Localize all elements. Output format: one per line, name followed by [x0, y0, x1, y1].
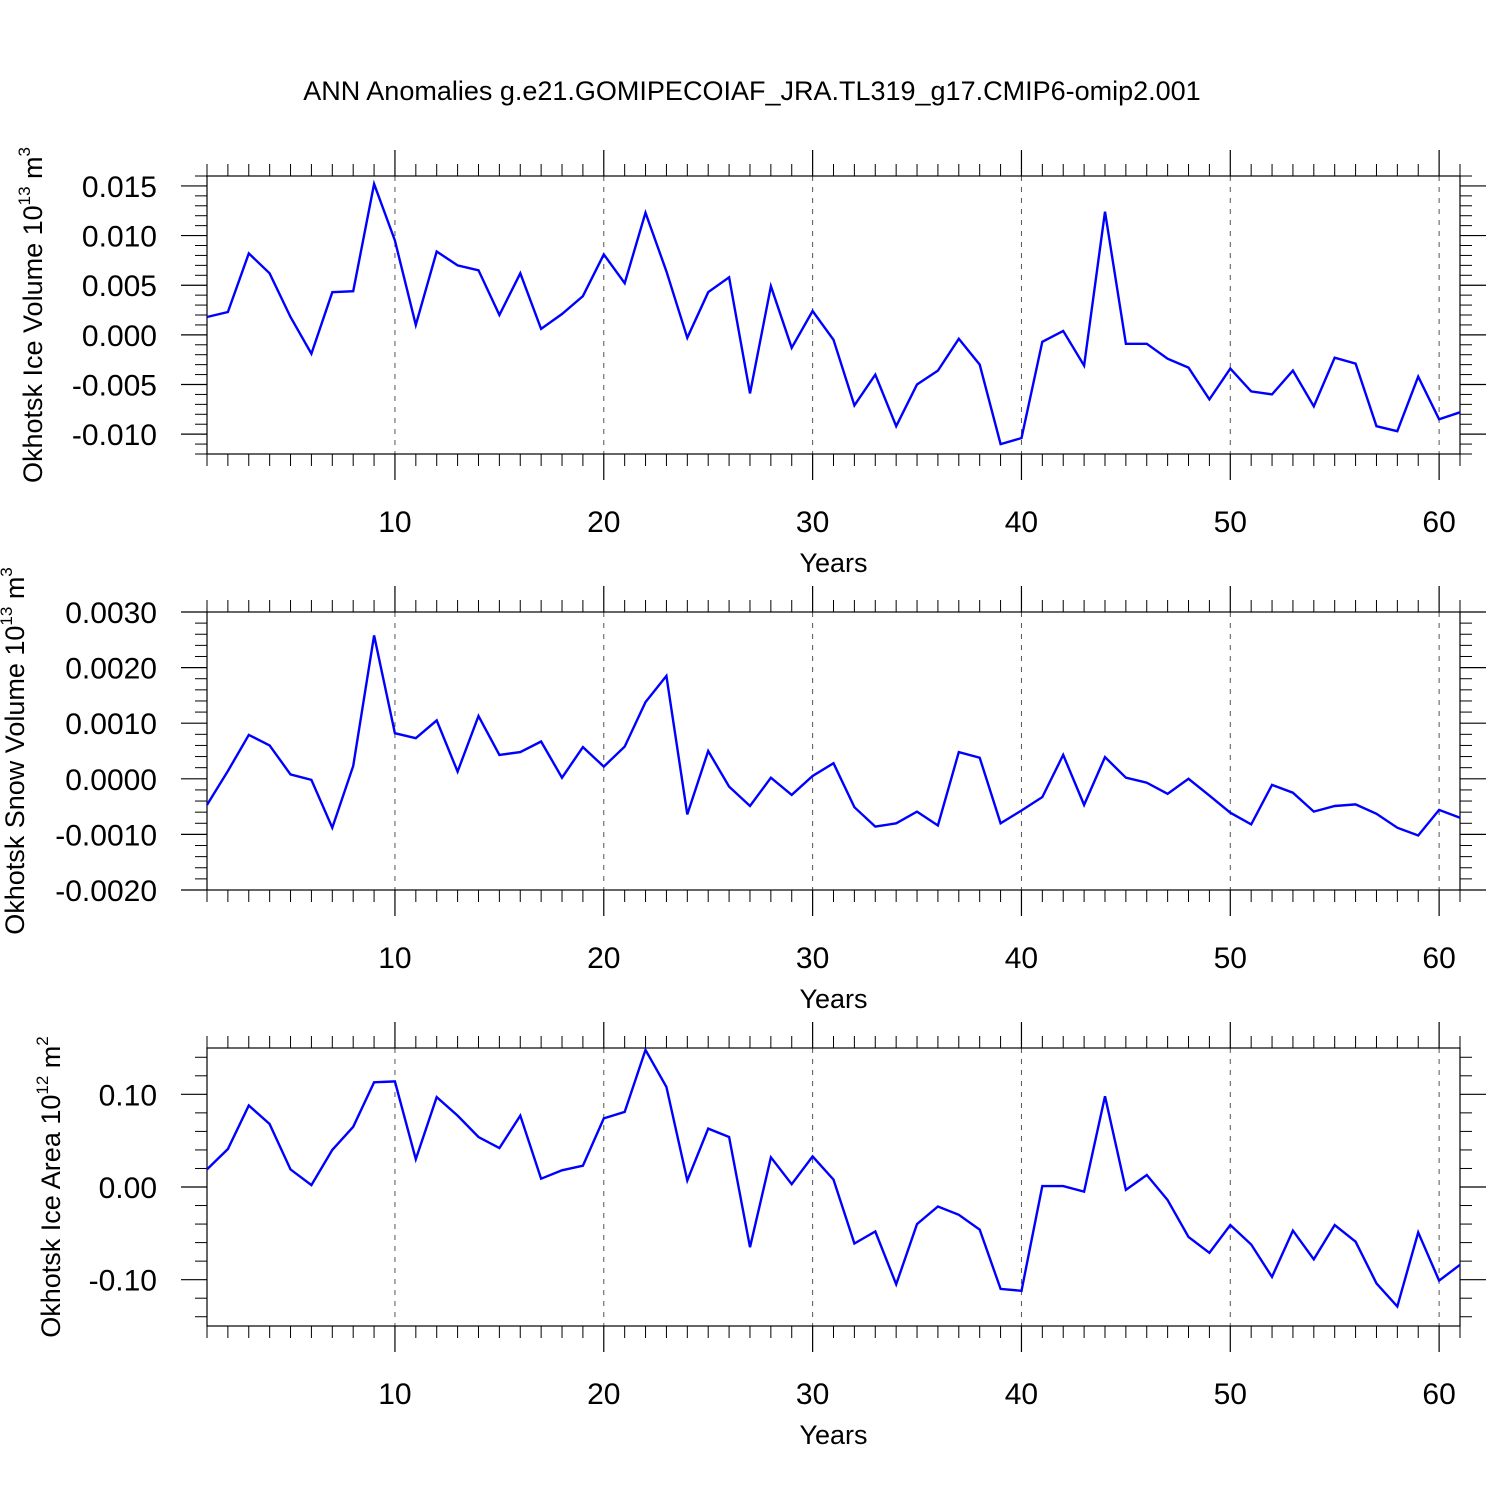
ice-area-y-axis-label-base: Okhotsk Ice Area 10 [36, 1095, 66, 1338]
snow-volume-x-tick-label: 60 [1422, 942, 1455, 975]
snow-volume-y-tick-label: 0.0020 [65, 653, 157, 686]
ice-area-x-axis-label: Years [799, 1420, 867, 1450]
ice-volume-x-tick-label: 60 [1422, 506, 1455, 539]
ice-area-series-line [206, 1046, 1461, 1309]
snow-volume-x-tick-label: 10 [378, 942, 411, 975]
ice-volume-y-axis-label-unit-exponent: 3 [15, 147, 34, 156]
snow-volume-y-axis-label: Okhotsk Snow Volume 1013 m3 [0, 567, 30, 935]
ice-area-y-tick-label: -0.10 [89, 1265, 157, 1298]
snow-volume-y-axis-label-base: Okhotsk Snow Volume 10 [0, 626, 30, 935]
ice-volume-y-axis-label: Okhotsk Ice Volume 1013 m3 [15, 147, 48, 483]
ice-area-plot-frame [206, 1047, 1461, 1327]
ice-volume-plot-frame [206, 175, 1461, 455]
ice-area-y-tick-label: 0.10 [99, 1079, 157, 1112]
snow-volume-x-tick-label: 30 [796, 942, 829, 975]
ice-volume-y-tick-label: 0.005 [82, 270, 157, 303]
snow-volume-series-line [205, 635, 1461, 837]
ice-area-x-tick-label: 60 [1422, 1378, 1455, 1411]
snow-volume-x-tick-label: 40 [1005, 942, 1038, 975]
snow-volume-y-tick-label: 0.0000 [65, 764, 157, 797]
ice-area-y-axis-label-unit-exponent: 2 [33, 1036, 52, 1045]
ice-volume-x-tick-label: 50 [1214, 506, 1247, 539]
ice-area-y-axis-label-unit: m [36, 1046, 66, 1076]
snow-volume-x-tick-label: 50 [1214, 942, 1247, 975]
snow-volume-y-tick-label: 0.0030 [65, 597, 157, 630]
ice-volume-panel: 10 20 30 40 50 60 0.015 0.010 0.005 0.000 -0.005 -0… [15, 147, 1486, 578]
ice-volume-x-axis-label: Years [799, 548, 867, 578]
ice-area-x-tick-label: 50 [1214, 1378, 1247, 1411]
ice-volume-x-tick-label: 20 [587, 506, 620, 539]
snow-volume-x-axis-label: Years [799, 984, 867, 1014]
ice-volume-y-axis-label-base: Okhotsk Ice Volume 10 [18, 205, 48, 483]
snow-volume-plot-frame [206, 611, 1461, 891]
figure-title: ANN Anomalies g.e21.GOMIPECOIAF_JRA.TL31… [303, 76, 1200, 106]
ice-area-x-tick-label: 10 [378, 1378, 411, 1411]
snow-volume-y-tick-label: 0.0010 [65, 708, 157, 741]
snow-volume-y-axis-label-unit-exponent: 3 [0, 567, 16, 576]
ice-volume-y-tick-label: 0.000 [82, 320, 157, 353]
ice-volume-y-tick-label: 0.015 [82, 171, 157, 204]
ice-area-y-axis-label-exponent: 12 [33, 1076, 52, 1095]
ice-volume-y-tick-label: -0.010 [72, 419, 157, 452]
snow-volume-y-axis-label-exponent: 13 [0, 607, 16, 626]
ice-volume-x-tick-label: 30 [796, 506, 829, 539]
ice-area-y-axis-label: Okhotsk Ice Area 1012 m2 [33, 1036, 66, 1338]
ice-volume-series-line [206, 179, 1461, 446]
ice-area-x-tick-label: 40 [1005, 1378, 1038, 1411]
ice-volume-y-tick-label: -0.005 [72, 370, 157, 403]
snow-volume-y-tick-label: -0.0010 [55, 819, 157, 852]
ice-area-y-tick-label: 0.00 [99, 1172, 157, 1205]
snow-volume-x-tick-label: 20 [587, 942, 620, 975]
snow-volume-y-axis-label-unit: m [0, 577, 30, 607]
ice-volume-y-tick-label: 0.010 [82, 221, 157, 254]
ice-volume-x-tick-label: 10 [378, 506, 411, 539]
ice-area-x-tick-label: 30 [796, 1378, 829, 1411]
ice-area-panel: 10 20 30 40 50 60 0.10 0.00 -0.10 Years Okhotsk Ic… [33, 1022, 1486, 1450]
ice-volume-x-tick-label: 40 [1005, 506, 1038, 539]
snow-volume-y-tick-label: -0.0020 [55, 875, 157, 908]
snow-volume-panel: 10 20 30 40 50 60 0.0030 0.0020 0.0010 0.0000 -0.0… [0, 567, 1486, 1014]
ice-volume-y-axis-label-exponent: 13 [15, 186, 34, 205]
ice-area-x-tick-label: 20 [587, 1378, 620, 1411]
ice-volume-y-axis-label-unit: m [18, 156, 48, 186]
